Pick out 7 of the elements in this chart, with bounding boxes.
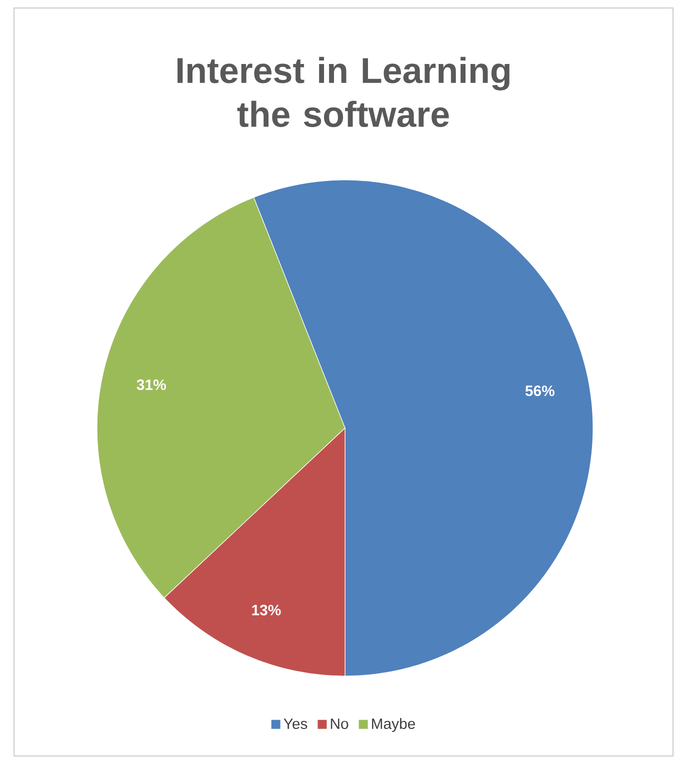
chart-title: Interest in Learning the software: [178, 56, 510, 128]
data-label: 31%: [136, 379, 166, 390]
data-label: 56%: [525, 386, 554, 396]
legend-label: Yes: [284, 718, 308, 730]
data-label: 13%: [252, 604, 281, 616]
legend-label: No: [330, 718, 348, 730]
legend-label: Maybe: [372, 718, 415, 732]
